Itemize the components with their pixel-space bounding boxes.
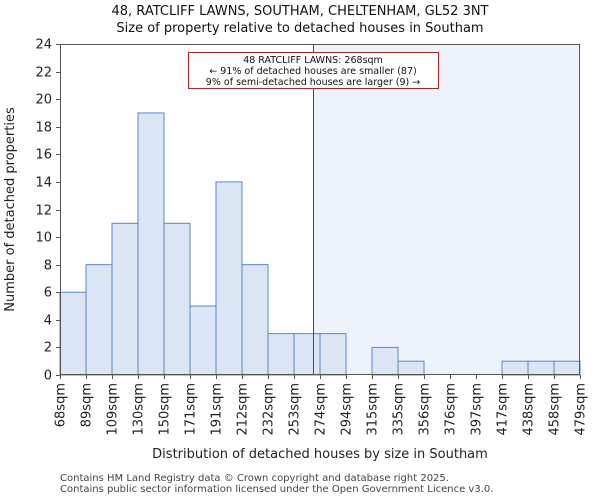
- histogram-bar: [215, 181, 243, 376]
- larger-region-shade: [313, 44, 580, 375]
- y-tick-label: 24: [35, 38, 52, 53]
- histogram-bar: [527, 360, 555, 376]
- x-tick-label: 458sqm: [548, 383, 563, 436]
- title-line-2: Size of property relative to detached ho…: [116, 21, 484, 36]
- y-tick-label: 0: [44, 369, 52, 384]
- x-tick-label: 417sqm: [496, 383, 511, 436]
- annotation-box: [188, 52, 439, 89]
- y-tick-label: 12: [35, 204, 52, 219]
- x-tick-label: 315sqm: [366, 383, 381, 436]
- x-tick-label: 356sqm: [418, 383, 433, 436]
- x-tick-label: 335sqm: [392, 383, 407, 436]
- y-tick-label: 18: [35, 121, 52, 136]
- annotation-line-3: 9% of semi-detached houses are larger (9…: [206, 77, 420, 88]
- x-tick-label: 109sqm: [106, 383, 121, 436]
- histogram-bar: [59, 291, 87, 376]
- x-tick-label: 191sqm: [210, 383, 225, 436]
- x-tick-label: 376sqm: [444, 383, 459, 436]
- y-tick-label: 20: [35, 93, 52, 108]
- histogram-bar: [85, 264, 113, 376]
- x-tick-label: 232sqm: [262, 383, 277, 436]
- attribution: Contains HM Land Registry data © Crown c…: [60, 473, 493, 495]
- y-tick-label: 10: [35, 231, 52, 246]
- y-tick-label: 4: [44, 314, 52, 329]
- x-tick-label: 130sqm: [132, 383, 147, 436]
- histogram-bar: [189, 305, 217, 376]
- y-tick-label: 16: [35, 148, 52, 163]
- x-tick-label: 479sqm: [574, 383, 589, 436]
- y-tick-label: 8: [44, 259, 52, 274]
- y-tick-label: 22: [35, 66, 52, 81]
- y-tick-label: 14: [35, 176, 52, 191]
- plot-frame: [60, 44, 580, 375]
- histogram-bar: [267, 333, 295, 376]
- x-tick-label: 294sqm: [340, 383, 355, 436]
- histogram-bar: [319, 333, 347, 376]
- histogram-bar: [137, 112, 165, 376]
- attribution-line-1: Contains HM Land Registry data © Crown c…: [60, 473, 449, 484]
- histogram-bar: [371, 346, 399, 376]
- histogram-bar: [163, 222, 191, 376]
- x-tick-label: 68sqm: [54, 383, 69, 427]
- title-line-1: 48, RATCLIFF LAWNS, SOUTHAM, CHELTENHAM,…: [111, 4, 489, 19]
- x-tick-label: 274sqm: [314, 383, 329, 436]
- attribution-line-2: Contains public sector information licen…: [60, 484, 494, 495]
- histogram-bar: [241, 264, 269, 376]
- x-tick-label: 150sqm: [158, 383, 173, 436]
- x-tick-label: 438sqm: [522, 383, 537, 436]
- histogram-bar: [501, 360, 529, 376]
- annotation-line-2: ← 91% of detached houses are smaller (87…: [209, 66, 416, 77]
- x-axis-label: Distribution of detached houses by size …: [152, 447, 488, 462]
- x-tick-label: 89sqm: [80, 383, 95, 427]
- y-tick-label: 6: [44, 286, 52, 301]
- histogram-bar: [553, 360, 581, 376]
- x-tick-label: 253sqm: [288, 383, 303, 436]
- y-axis-label: Number of detached properties: [3, 107, 18, 312]
- x-tick-label: 171sqm: [184, 383, 199, 436]
- x-tick-label: 397sqm: [470, 383, 485, 436]
- x-tick-label: 212sqm: [236, 383, 251, 436]
- histogram-bar: [293, 333, 321, 376]
- y-tick-label: 2: [44, 341, 52, 356]
- chart-title: 48, RATCLIFF LAWNS, SOUTHAM, CHELTENHAM,…: [0, 3, 600, 37]
- annotation-line-1: 48 RATCLIFF LAWNS: 268sqm: [243, 55, 383, 66]
- histogram-bar: [111, 222, 139, 376]
- histogram-bar: [397, 360, 425, 376]
